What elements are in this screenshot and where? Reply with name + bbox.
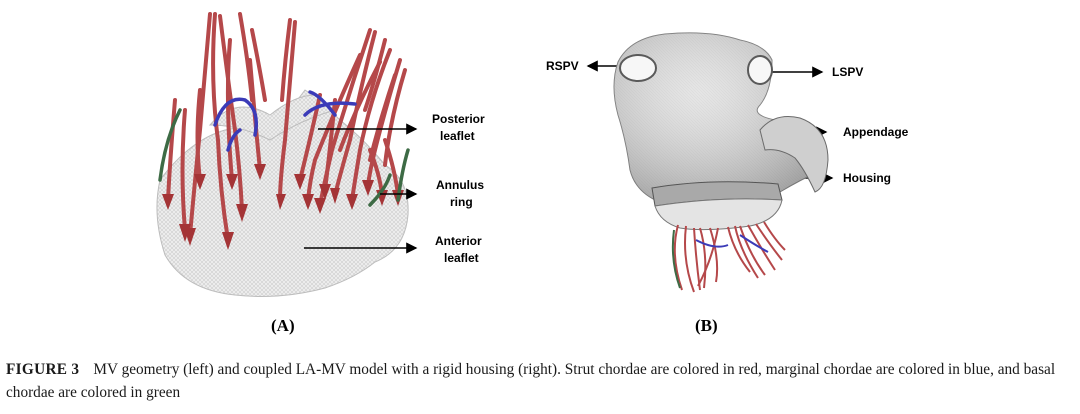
posterior-leaflet-label: Posterior leaflet — [432, 111, 485, 145]
annulus-ring-label-line2: ring — [450, 195, 473, 209]
anterior-leaflet-label-line1: Anterior — [435, 234, 482, 248]
rspv-label: RSPV — [546, 59, 579, 73]
figure-label: FIGURE 3 — [6, 361, 80, 378]
figure-caption: FIGURE 3 MV geometry (left) and coupled L… — [6, 358, 1070, 404]
lspv-opening — [747, 55, 773, 85]
caption-text: MV geometry (left) and coupled LA-MV mod… — [6, 361, 1056, 401]
appendage-shape — [759, 116, 829, 193]
la-mv-model — [613, 32, 829, 293]
basal-chordae — [158, 108, 410, 207]
posterior-leaflet-label-line1: Posterior — [432, 112, 485, 126]
strut-chordae — [166, 12, 407, 242]
housing-label: Housing — [843, 171, 891, 185]
model-basal-chordae — [671, 229, 681, 289]
annulus-ring-label-line1: Annulus — [436, 178, 484, 192]
model-marginal-chordae — [695, 234, 769, 253]
panel-b-label: (B) — [695, 316, 718, 335]
panel-a-label: (A) — [271, 316, 295, 335]
appendage-label: Appendage — [843, 125, 909, 139]
mitral-valve-geometry — [156, 12, 410, 297]
anterior-leaflet-label: Anterior leaflet — [435, 233, 482, 267]
posterior-leaflet-label-line2: leaflet — [440, 129, 475, 143]
marginal-chordae — [213, 90, 357, 152]
chordae-insertion-tips — [162, 164, 404, 250]
model-strut-chordae — [673, 221, 786, 293]
rspv-opening — [619, 54, 657, 82]
lspv-label: LSPV — [832, 65, 864, 79]
figure-3: Posterior leaflet Annulus ring Anterior … — [156, 12, 909, 335]
annulus-ring-label: Annulus ring — [436, 177, 484, 211]
housing-band — [654, 198, 783, 231]
panel-a-arrows — [304, 60, 834, 254]
anterior-leaflet-label-line2: leaflet — [444, 251, 479, 265]
